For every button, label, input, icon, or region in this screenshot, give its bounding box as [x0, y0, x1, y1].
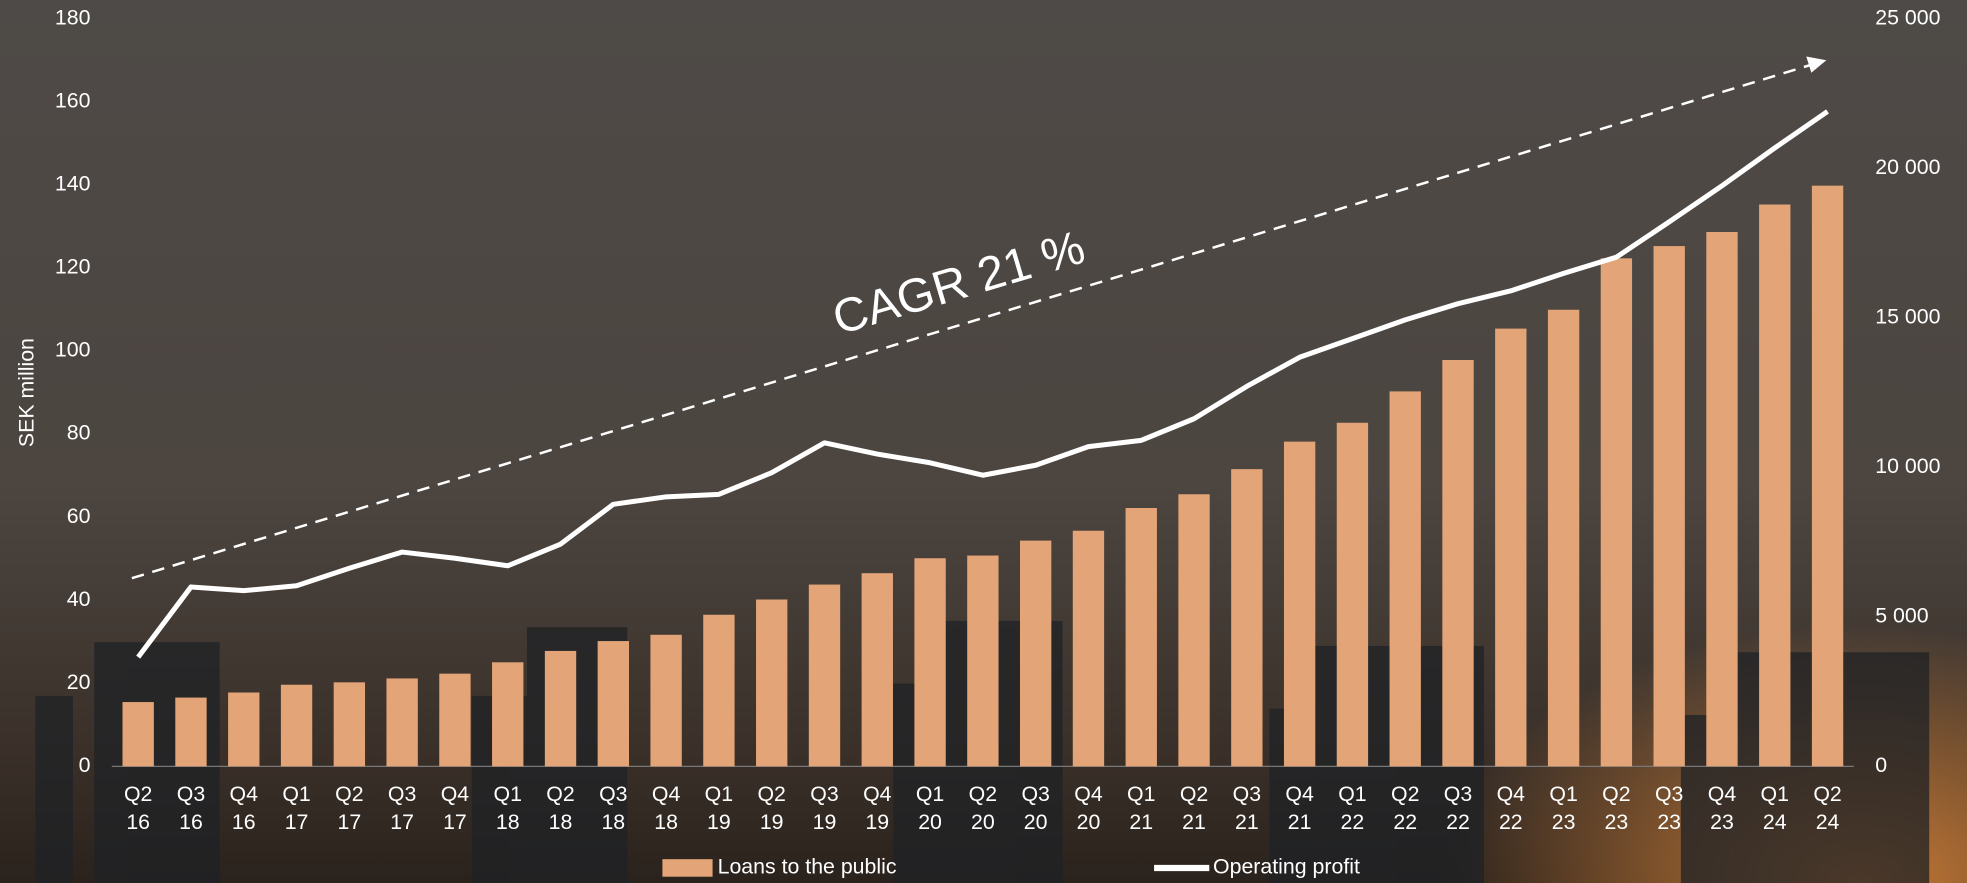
x-tick-label: Q1 17 — [282, 782, 310, 834]
bar — [1178, 494, 1210, 767]
bar — [1600, 258, 1633, 767]
bar — [1231, 469, 1263, 767]
x-tick-label: Q1 24 — [1761, 782, 1789, 834]
x-tick-label: Q4 18 — [652, 782, 681, 834]
y2-tick-label: 20 000 — [1875, 155, 1940, 179]
bar — [597, 641, 630, 767]
legend-swatch — [662, 859, 713, 877]
bar — [386, 678, 418, 767]
x-tick-label: Q4 16 — [230, 782, 259, 834]
bar — [1653, 246, 1685, 767]
y-tick-label: 60 — [67, 504, 91, 528]
bar — [280, 684, 313, 767]
trend-arrow — [131, 56, 1827, 580]
x-tick-label: Q1 22 — [1338, 782, 1366, 834]
legend-label: Operating profit — [1213, 855, 1360, 879]
x-tick-label: Q3 20 — [1021, 782, 1049, 834]
x-tick-label: Q3 22 — [1444, 782, 1472, 834]
x-tick-label: Q2 18 — [546, 782, 574, 834]
bar — [1759, 204, 1791, 767]
x-tick-label: Q4 21 — [1285, 782, 1314, 834]
bar — [1019, 540, 1052, 767]
bar — [122, 702, 154, 767]
y-tick-label: 80 — [67, 421, 91, 445]
bar — [703, 614, 735, 767]
x-tick-label: Q1 19 — [705, 782, 733, 834]
bar — [650, 634, 682, 767]
y-tick-label: 180 — [55, 5, 91, 29]
bar — [333, 682, 366, 767]
x-tick-label: Q4 22 — [1497, 782, 1526, 834]
bar — [1811, 185, 1844, 767]
bar — [861, 573, 893, 767]
y2-tick-label: 15 000 — [1875, 304, 1940, 328]
x-tick-label: Q1 21 — [1127, 782, 1155, 834]
bar — [1442, 359, 1474, 767]
bar — [1125, 508, 1157, 767]
y2-tick-label: 25 000 — [1875, 5, 1940, 29]
x-tick-label: Q4 19 — [863, 782, 892, 834]
x-tick-label: Q2 23 — [1602, 782, 1630, 834]
x-tick-label: Q3 19 — [810, 782, 838, 834]
bar — [228, 692, 260, 767]
bar — [914, 558, 946, 767]
x-tick-label: Q2 19 — [757, 782, 785, 834]
bar — [756, 599, 788, 767]
y-tick-label: 0 — [79, 753, 91, 777]
y-tick-label: 100 — [55, 338, 91, 362]
bar — [1706, 232, 1738, 767]
bar — [967, 555, 999, 767]
x-tick-label: Q2 16 — [124, 782, 152, 834]
bar — [1283, 441, 1316, 767]
legend-label: Loans to the public — [718, 855, 897, 879]
x-tick-label: Q4 17 — [441, 782, 470, 834]
x-tick-label: Q4 20 — [1074, 782, 1103, 834]
bar — [1072, 530, 1105, 767]
y-tick-label: 120 — [55, 255, 91, 279]
bar — [1389, 391, 1421, 767]
x-tick-label: Q1 20 — [916, 782, 944, 834]
y-tick-label: 40 — [67, 587, 91, 611]
y-tick-label: 160 — [55, 88, 91, 112]
bar — [175, 697, 207, 767]
x-tick-label: Q3 18 — [599, 782, 627, 834]
x-tick-label: Q4 23 — [1708, 782, 1737, 834]
x-tick-label: Q2 22 — [1391, 782, 1419, 834]
bar — [808, 584, 841, 767]
bar — [439, 673, 471, 767]
bar — [1336, 422, 1369, 767]
y2-tick-label: 10 000 — [1875, 454, 1940, 478]
x-tick-label: Q3 16 — [177, 782, 205, 834]
y-axis-title: SEK million — [14, 338, 38, 447]
x-tick-label: Q2 17 — [335, 782, 363, 834]
y-tick-label: 20 — [67, 670, 91, 694]
x-tick-label: Q2 24 — [1813, 782, 1841, 834]
x-tick-label: Q1 18 — [494, 782, 522, 834]
x-tick-label: Q2 21 — [1180, 782, 1208, 834]
bar — [492, 662, 524, 767]
bar — [1547, 309, 1580, 767]
bar — [544, 650, 577, 767]
annotation: CAGR 21 % — [827, 221, 1091, 346]
x-tick-label: Q3 21 — [1233, 782, 1261, 834]
x-tick-label: Q1 23 — [1549, 782, 1577, 834]
x-tick-label: Q2 20 — [969, 782, 997, 834]
y2-tick-label: 0 — [1875, 753, 1887, 777]
y2-tick-label: 5 000 — [1875, 603, 1928, 627]
line — [136, 109, 1829, 659]
y-tick-label: 140 — [55, 172, 91, 196]
bar — [1495, 328, 1527, 767]
x-tick-label: Q3 17 — [388, 782, 416, 834]
x-tick-label: Q3 23 — [1655, 782, 1683, 834]
